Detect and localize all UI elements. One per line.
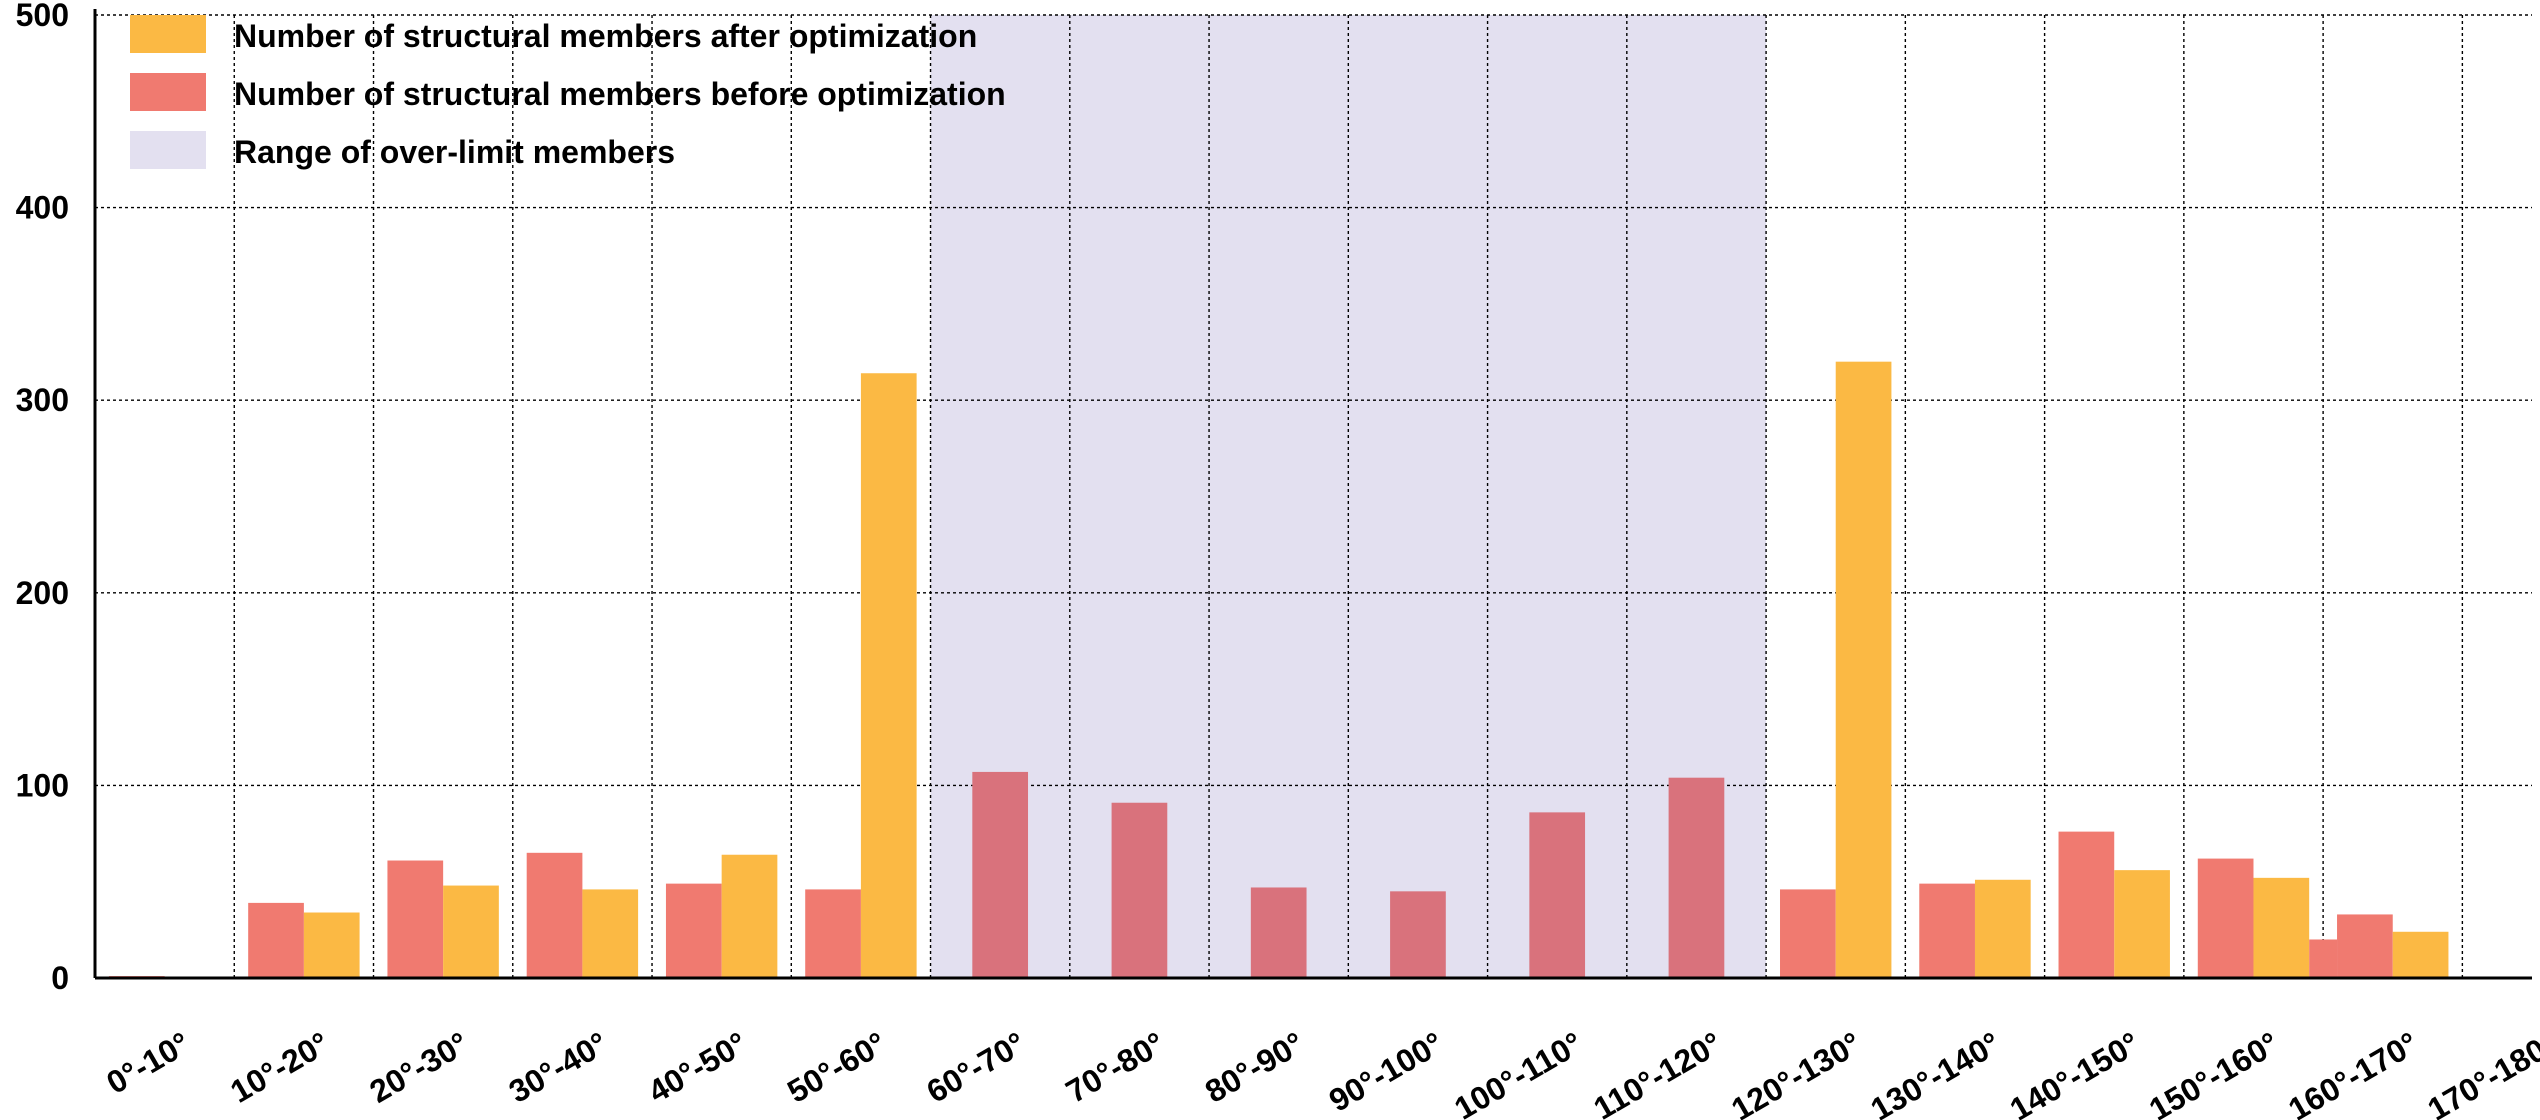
bar-before-11 [1668,777,1725,978]
bar-before-8 [1250,887,1307,978]
bar-after-5 [860,373,917,979]
bar-before-1 [248,902,304,978]
bar-after-14 [2114,870,2170,978]
y-tick-label-0: 0 [51,960,69,996]
bar-before-9 [1390,891,1446,978]
x-tick-label-0: 0°-10° [100,1025,196,1101]
x-tick-label-2: 20°-30° [363,1025,474,1110]
bar-after-16 [2392,931,2449,978]
bar-before-7 [1111,802,1168,978]
bar-before-6 [972,771,1029,978]
x-tick-label-10: 100°-110° [1448,1025,1588,1120]
x-tick-label-1: 10°-20° [224,1025,335,1110]
legend-label-1: Number of structural members before opti… [234,76,1006,112]
bar-before-2 [387,860,444,978]
x-tick-label-16: 160°-170° [2282,1025,2424,1120]
bar-before-4 [665,883,722,978]
x-tick-label-15: 150°-160° [2143,1025,2285,1120]
legend-swatch-2 [130,131,206,169]
bar-after-3 [582,889,639,978]
bar-after-13 [1974,879,2031,978]
bar-extra-0 [2309,939,2338,978]
bar-before-13 [1919,883,1975,978]
bar-before-10 [1529,812,1586,978]
bar-after-1 [303,912,360,978]
x-tick-label-3: 30°-40° [503,1025,614,1110]
bar-before-14 [2058,831,2115,978]
bar-before-5 [805,889,861,978]
y-tick-label-500: 500 [16,0,69,33]
x-tick-label-6: 60°-70° [920,1025,1031,1110]
x-tick-label-12: 120°-130° [1725,1025,1867,1120]
x-tick-label-5: 50°-60° [781,1025,892,1110]
x-tick-label-7: 70°-80° [1060,1025,1171,1110]
x-tick-label-11: 110°-120° [1587,1025,1727,1120]
bar-after-12 [1835,361,1892,978]
x-tick-label-4: 40°-50° [642,1025,753,1110]
x-tick-label-14: 140°-150° [2004,1025,2146,1120]
y-tick-label-100: 100 [16,767,69,803]
x-tick-label-17: 170°-180° [2421,1025,2540,1120]
x-tick-label-13: 130°-140° [1864,1025,2006,1120]
bar-after-2 [443,885,499,978]
bar-before-16 [2337,914,2393,978]
legend-label-2: Range of over-limit members [234,134,675,170]
bar-before-3 [526,852,583,978]
legend-swatch-0 [130,15,206,53]
bar-after-15 [2253,877,2310,978]
legend-swatch-1 [130,73,206,111]
y-tick-label-300: 300 [16,382,69,418]
y-tick-label-200: 200 [16,575,69,611]
legend-label-0: Number of structural members after optim… [234,18,977,54]
bar-before-12 [1780,889,1836,978]
x-tick-label-8: 80°-90° [1199,1025,1310,1110]
x-tick-label-9: 90°-100° [1323,1025,1449,1119]
bar-after-4 [721,854,778,978]
y-tick-label-400: 400 [16,190,69,226]
bar-before-15 [2197,858,2254,978]
